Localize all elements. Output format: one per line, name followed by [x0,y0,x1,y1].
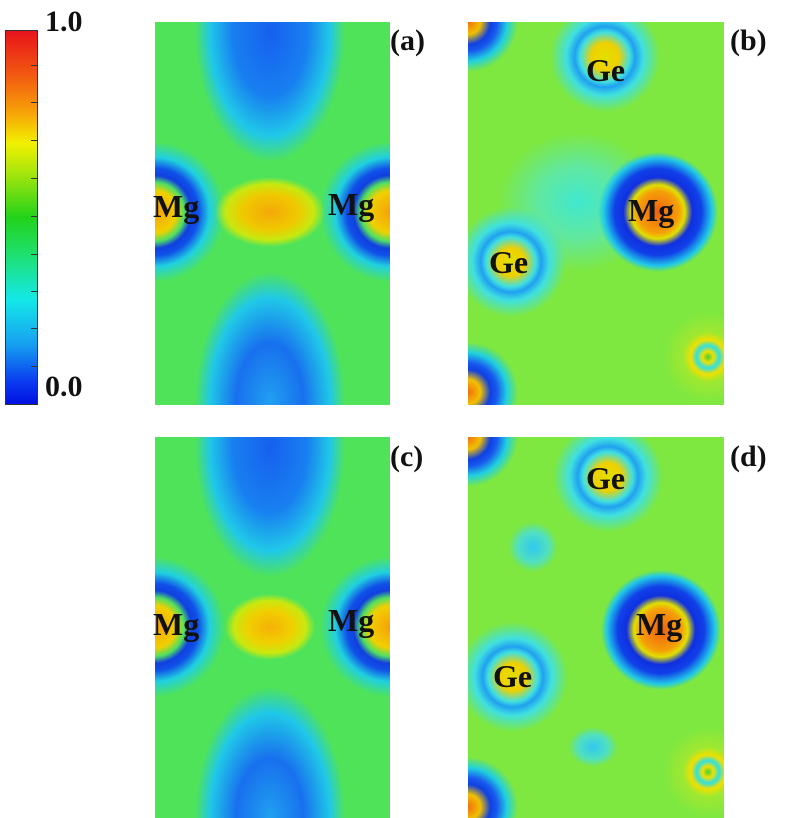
panel-a [155,22,390,405]
atom-label: Ge [489,244,529,280]
panel-label: (c) [390,440,424,473]
colorbar-tick [31,366,37,367]
colorbar-tick [31,65,37,66]
colorbar-tick [31,254,37,255]
atom-label: Mg [636,606,683,642]
ge-site [468,437,724,818]
panel-d [468,437,724,818]
atom-label: Mg [328,602,375,638]
colorbar-tick [31,328,37,329]
atom-label: Ge [586,460,626,496]
atom-label: Mg [153,606,200,642]
atom-label: Ge [586,52,626,88]
high-region [155,22,390,405]
panel-label: (b) [730,24,767,57]
high-region [155,437,390,818]
colorbar-tick [31,216,37,217]
colorbar [5,30,38,405]
colorbar-max-label: 1.0 [45,5,83,38]
atom-label: Mg [628,192,675,228]
atom-label: Ge [493,658,533,694]
atom-label: Mg [328,186,375,222]
ge-site [468,22,724,405]
panel-label: (d) [730,440,767,473]
colorbar-tick [31,291,37,292]
colorbar-tick [31,102,37,103]
colorbar-tick [31,178,37,179]
colorbar-tick [31,140,37,141]
panel-b [468,22,724,405]
colorbar-min-label: 0.0 [45,370,83,403]
panel-label: (a) [390,24,425,57]
panel-c [155,437,390,818]
atom-label: Mg [153,188,200,224]
